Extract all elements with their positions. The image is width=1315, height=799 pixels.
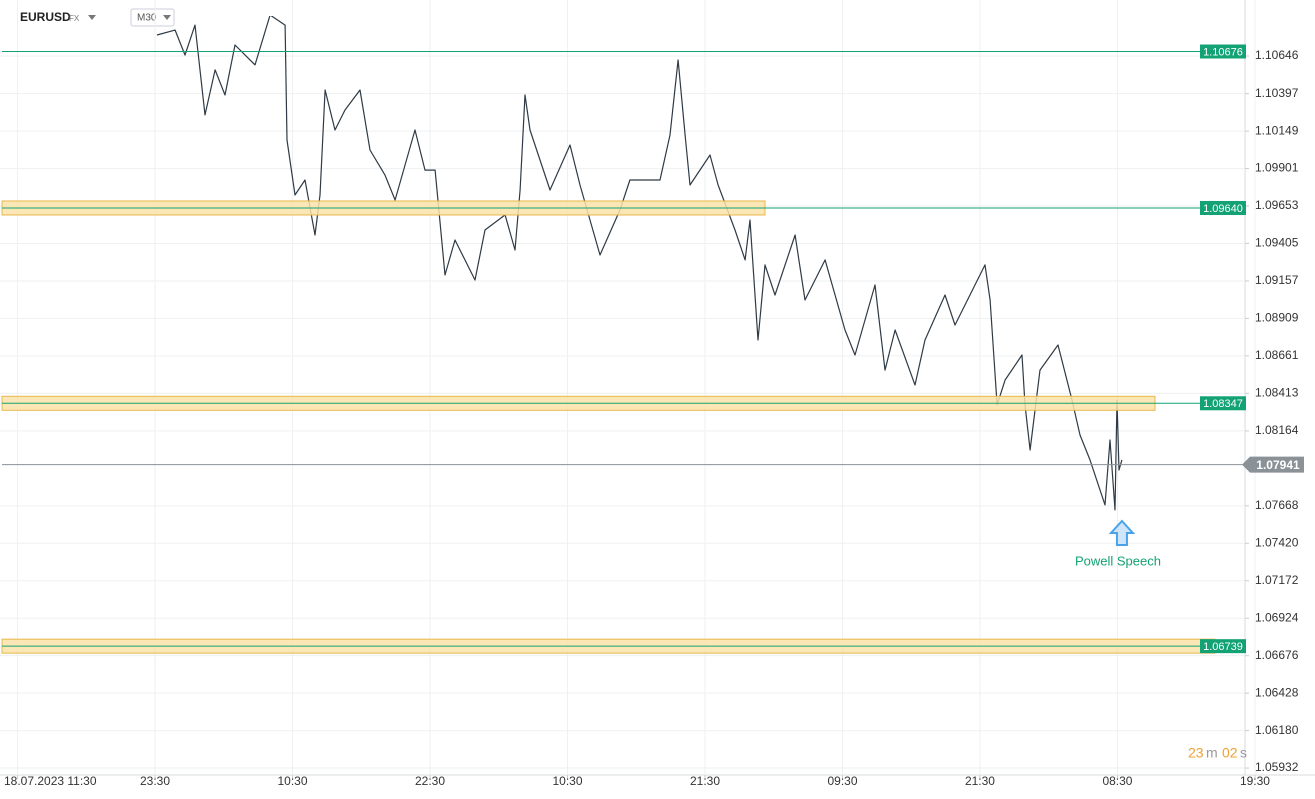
y-tick-label: 1.08413 xyxy=(1255,385,1299,399)
y-tick-label: 1.06180 xyxy=(1255,723,1299,737)
x-tick-label: 22:30 xyxy=(415,774,445,788)
x-tick-label: 18.07.2023 11:30 xyxy=(4,774,97,788)
level-label: 1.06739 xyxy=(1203,641,1243,653)
y-tick-label: 1.07420 xyxy=(1255,535,1299,549)
x-tick-label: 08:30 xyxy=(1102,774,1132,788)
x-tick-label: 23:30 xyxy=(140,774,170,788)
level-label-box xyxy=(1200,639,1246,654)
y-tick-label: 1.06428 xyxy=(1255,685,1299,699)
x-tick-label: 21:30 xyxy=(965,774,995,788)
y-tick-label: 1.07172 xyxy=(1255,573,1299,587)
timeframe-box[interactable] xyxy=(130,8,175,27)
y-tick-label: 1.10149 xyxy=(1255,123,1299,137)
level-label: 1.08347 xyxy=(1203,398,1243,410)
plot xyxy=(156,16,1123,511)
x-tick-label: 10:30 xyxy=(278,774,308,788)
y-tick-label: 1.10397 xyxy=(1255,86,1299,100)
symbol-dropdown[interactable] xyxy=(88,15,96,20)
y-tick-label: 1.10646 xyxy=(1255,48,1299,62)
timeframe[interactable]: M30 xyxy=(137,13,157,24)
y-tick-label: 1.08164 xyxy=(1255,423,1299,437)
current-price-box xyxy=(1242,456,1304,473)
y-tick-label: 1.08661 xyxy=(1255,348,1299,362)
y-tick-label: 1.05932 xyxy=(1255,760,1299,774)
countdown-minutes: 23 xyxy=(1188,745,1204,761)
y-tick-label: 1.09653 xyxy=(1255,198,1299,212)
level-label-box xyxy=(1200,396,1246,411)
level-label-box xyxy=(1200,200,1246,215)
y-tick-label: 1.06924 xyxy=(1255,610,1299,624)
level-label: 1.10676 xyxy=(1203,46,1243,58)
level-label-box xyxy=(1200,44,1246,59)
y-tick-label: 1.09901 xyxy=(1255,161,1299,175)
market: FX xyxy=(69,14,80,23)
price-line xyxy=(156,16,1123,511)
timeframe-dropdown[interactable] xyxy=(163,15,171,20)
y-tick-label: 1.09157 xyxy=(1255,273,1299,287)
x-tick-label: 21:30 xyxy=(690,774,720,788)
annotation-text: Powell Speech xyxy=(1075,553,1161,568)
x-tick-label: 09:30 xyxy=(827,774,857,788)
annotation-arrow xyxy=(1108,519,1136,546)
y-tick-label: 1.07668 xyxy=(1255,498,1299,512)
symbol[interactable]: EURUSD xyxy=(20,10,71,24)
current-price-label: 1.07941 xyxy=(1256,458,1300,472)
grid xyxy=(0,0,1256,775)
x-tick-label: 10:30 xyxy=(552,774,582,788)
y-tick-label: 1.09405 xyxy=(1255,236,1299,250)
countdown-seconds: 02 xyxy=(1222,745,1238,761)
x-tick-label: 19:30 xyxy=(1240,774,1270,788)
countdown-minutes-unit: m xyxy=(1206,745,1218,761)
countdown-seconds-unit: s xyxy=(1240,745,1247,761)
y-tick-label: 1.06676 xyxy=(1255,648,1299,662)
level-label: 1.09640 xyxy=(1203,203,1243,215)
y-tick-label: 1.08909 xyxy=(1255,311,1299,325)
